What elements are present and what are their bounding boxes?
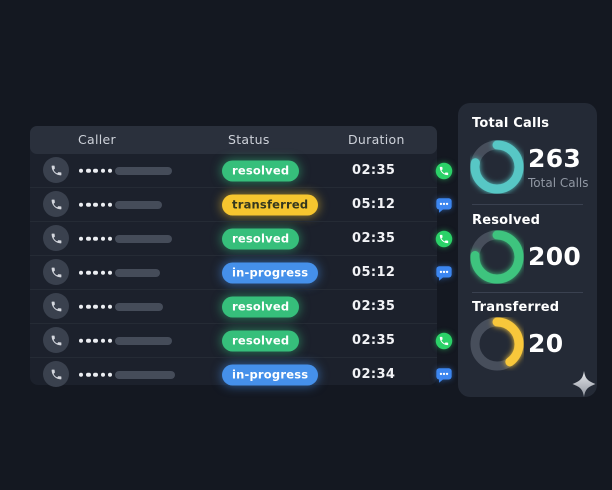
divider: [472, 204, 583, 205]
whatsapp-icon[interactable]: [435, 162, 453, 180]
table-row[interactable]: resolved 02:35: [30, 221, 453, 255]
masked-caller-name: [115, 302, 163, 311]
masked-caller-number: [79, 338, 113, 343]
caller-avatar: [43, 293, 69, 319]
stat-title-transferred: Transferred: [472, 300, 560, 315]
status-badge: resolved: [222, 160, 300, 181]
table-row[interactable]: transferred 05:12: [30, 187, 452, 221]
masked-caller-name: [115, 370, 175, 379]
total-calls-sublabel: Total Calls: [528, 176, 589, 190]
status-badge: resolved: [222, 296, 300, 317]
table-row[interactable]: resolved 02:35: [30, 289, 437, 323]
resolved-donut-chart: [470, 230, 524, 284]
phone-icon: [51, 335, 61, 345]
table-row[interactable]: resolved 02:35: [30, 323, 453, 357]
phone-icon: [51, 233, 61, 243]
caller-avatar: [43, 191, 69, 217]
status-badge: in-progress: [222, 262, 319, 283]
chat-bubble-icon[interactable]: [435, 264, 453, 282]
masked-caller-name: [115, 268, 160, 277]
chat-bubble-icon[interactable]: [435, 196, 453, 214]
duration-value: 02:35: [352, 299, 396, 314]
caller-avatar: [43, 327, 69, 353]
phone-icon: [51, 165, 61, 175]
duration-value: 02:35: [352, 333, 396, 348]
total-calls-donut-chart: [470, 140, 524, 194]
masked-caller-name: [115, 166, 172, 175]
column-header-duration: Duration: [348, 132, 405, 147]
phone-icon: [51, 199, 61, 209]
status-badge: resolved: [222, 228, 300, 249]
phone-icon: [51, 369, 61, 379]
caller-avatar: [43, 361, 69, 387]
sparkle-icon: [572, 371, 596, 397]
table-header-row: Caller Status Duration: [30, 126, 437, 154]
phone-icon: [51, 267, 61, 277]
table-row[interactable]: resolved 02:35: [30, 154, 453, 187]
status-badge: resolved: [222, 330, 300, 351]
stat-title-total-calls: Total Calls: [472, 116, 550, 131]
duration-value: 05:12: [352, 265, 396, 280]
masked-caller-number: [79, 270, 113, 275]
duration-value: 02:34: [352, 367, 396, 382]
total-calls-value: 263: [528, 144, 582, 173]
masked-caller-number: [79, 372, 113, 377]
masked-caller-name: [115, 234, 172, 243]
whatsapp-icon[interactable]: [435, 332, 453, 350]
transferred-value: 20: [528, 329, 564, 358]
status-badge: in-progress: [222, 364, 319, 385]
column-header-status: Status: [228, 132, 270, 147]
stats-panel: Total Calls 263 Total Calls Resolved 200…: [458, 103, 597, 397]
duration-value: 02:35: [352, 231, 396, 246]
resolved-value: 200: [528, 242, 582, 271]
divider: [472, 292, 583, 293]
table-row[interactable]: in-progress 02:34: [30, 357, 452, 391]
table-row[interactable]: in-progress 05:12: [30, 255, 452, 289]
masked-caller-number: [79, 304, 113, 309]
calls-table: Caller Status Duration resolved 02:35 tr…: [30, 126, 453, 387]
phone-icon: [51, 301, 61, 311]
column-header-caller: Caller: [78, 132, 116, 147]
caller-avatar: [43, 259, 69, 285]
caller-avatar: [43, 225, 69, 251]
duration-value: 02:35: [352, 163, 396, 178]
masked-caller-number: [79, 168, 113, 173]
masked-caller-name: [115, 336, 172, 345]
duration-value: 05:12: [352, 197, 396, 212]
masked-caller-number: [79, 202, 113, 207]
status-badge: transferred: [222, 194, 319, 215]
stat-title-resolved: Resolved: [472, 213, 541, 228]
masked-caller-name: [115, 200, 162, 209]
chat-bubble-icon[interactable]: [435, 366, 453, 384]
masked-caller-number: [79, 236, 113, 241]
caller-avatar: [43, 157, 69, 183]
transferred-donut-chart: [470, 317, 524, 371]
whatsapp-icon[interactable]: [435, 230, 453, 248]
table-body: resolved 02:35 transferred 05:12 resolve…: [30, 154, 453, 387]
